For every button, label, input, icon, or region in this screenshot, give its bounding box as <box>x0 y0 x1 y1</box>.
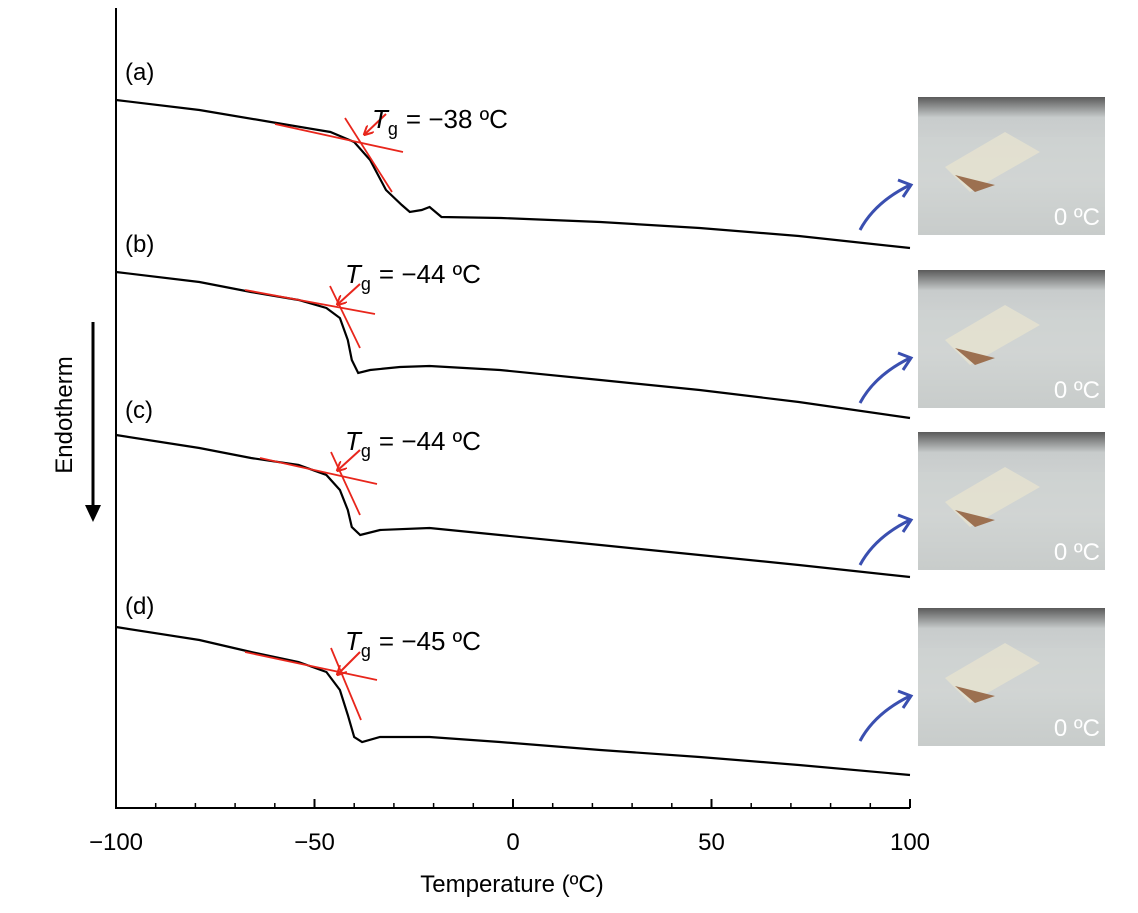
inset-tube <box>945 132 1040 192</box>
tg-symbol: T <box>345 426 363 456</box>
tg-text: = −44 ºC <box>379 259 481 289</box>
x-axis-label: Temperature (ºC) <box>420 871 603 898</box>
tg-text: = −45 ºC <box>379 626 481 656</box>
inset-arrow <box>858 694 911 742</box>
tg-arrow <box>365 113 387 134</box>
curve <box>115 433 911 579</box>
curve-label: (b) <box>125 231 154 258</box>
inset-arrowhead <box>897 351 914 371</box>
inset-label: 0 ºC <box>1054 204 1100 231</box>
x-tick-label: −50 <box>294 829 335 856</box>
inset-tube <box>945 305 1040 365</box>
tg-symbol: T <box>345 626 363 656</box>
x-tick-label: 0 <box>506 829 519 856</box>
inset-label: 0 ºC <box>1054 715 1100 742</box>
tangent-line <box>344 117 393 193</box>
inset-arrowhead <box>897 178 914 198</box>
tg-symbol: T <box>345 259 363 289</box>
curve-label: (c) <box>125 397 153 424</box>
tangent-line <box>244 289 376 315</box>
y-axis-label: Endotherm <box>51 356 78 473</box>
tangent-line <box>274 123 404 153</box>
tg-annotation: Tg = −38 ºC <box>372 104 508 139</box>
inset-arrow <box>858 356 911 404</box>
curve <box>115 625 911 777</box>
inset-tube <box>945 467 1040 527</box>
inset-sample <box>955 510 995 527</box>
x-tick-label: −100 <box>89 829 143 856</box>
plot: −100 −50 0 50 100 (a) Tg = −38 ºC (b) Tg = −44 ºC (… <box>89 59 1105 856</box>
endotherm-arrowhead <box>85 505 101 522</box>
inset-arrowhead <box>897 513 914 533</box>
tg-arrow <box>338 651 361 674</box>
inset-arrowhead <box>897 689 914 709</box>
inset-tube <box>945 643 1040 703</box>
tg-text: = −44 ºC <box>379 426 481 456</box>
curve-label: (a) <box>125 59 154 86</box>
tg-annotation: Tg = −44 ºC <box>345 426 481 461</box>
curve-label: (d) <box>125 593 154 620</box>
tangent-line <box>329 285 361 349</box>
tg-annotation: Tg = −44 ºC <box>345 259 481 294</box>
tg-arrow <box>338 449 361 470</box>
curve <box>115 98 911 250</box>
inset-arrow <box>858 518 911 566</box>
x-tick-label: 100 <box>890 829 930 856</box>
inset-arrow <box>858 183 911 231</box>
tangent-line <box>259 457 378 485</box>
tangent-line <box>244 651 378 681</box>
tg-arrow <box>338 283 361 304</box>
inset-label: 0 ºC <box>1054 539 1100 566</box>
inset-sample <box>955 348 995 365</box>
x-tick-label: 50 <box>698 829 725 856</box>
tg-subscript: g <box>361 274 371 294</box>
tg-subscript: g <box>388 119 398 139</box>
tg-subscript: g <box>361 641 371 661</box>
inset-sample <box>955 175 995 192</box>
tg-symbol: T <box>372 104 390 134</box>
tg-text: = −38 ºC <box>406 104 508 134</box>
inset-label: 0 ºC <box>1054 377 1100 404</box>
tg-annotation: Tg = −45 ºC <box>345 626 481 661</box>
tangent-line <box>330 647 362 721</box>
curve <box>115 270 911 420</box>
tg-subscript: g <box>361 441 371 461</box>
inset-sample <box>955 686 995 703</box>
